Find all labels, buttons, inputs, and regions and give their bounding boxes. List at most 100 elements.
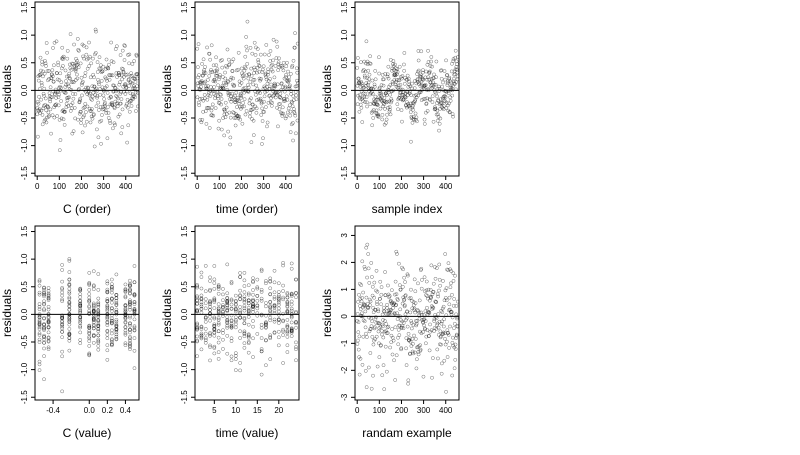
data-point bbox=[393, 279, 398, 284]
data-point bbox=[225, 87, 230, 92]
data-point bbox=[197, 103, 202, 108]
data-point bbox=[203, 319, 208, 324]
data-point bbox=[288, 83, 292, 88]
data-point bbox=[295, 41, 299, 46]
data-point bbox=[253, 67, 257, 72]
data-point bbox=[251, 310, 255, 314]
data-point bbox=[443, 89, 448, 93]
data-point bbox=[363, 83, 368, 88]
data-point bbox=[50, 68, 55, 73]
data-point bbox=[90, 94, 95, 99]
data-point bbox=[219, 102, 223, 107]
y-tick-label: -1.0 bbox=[180, 362, 189, 376]
data-point bbox=[400, 284, 405, 289]
data-point bbox=[67, 331, 72, 336]
data-point bbox=[55, 114, 60, 118]
data-point bbox=[434, 266, 439, 270]
data-point bbox=[51, 79, 56, 84]
data-point bbox=[434, 300, 439, 304]
data-point bbox=[46, 298, 51, 302]
x-tick-label: 100 bbox=[213, 182, 227, 191]
data-point bbox=[396, 107, 400, 112]
data-point bbox=[63, 68, 68, 73]
data-point bbox=[102, 89, 106, 93]
data-point bbox=[290, 100, 295, 105]
data-point bbox=[265, 120, 270, 125]
data-point bbox=[237, 101, 241, 106]
data-point bbox=[246, 333, 251, 338]
data-point bbox=[195, 321, 199, 326]
data-point bbox=[451, 303, 456, 308]
data-point bbox=[443, 336, 447, 341]
data-point bbox=[453, 342, 458, 347]
data-point bbox=[37, 359, 42, 364]
data-point bbox=[202, 93, 207, 97]
data-point bbox=[244, 35, 248, 39]
data-point bbox=[449, 281, 453, 286]
data-point bbox=[451, 279, 456, 283]
data-point bbox=[443, 252, 448, 256]
data-point bbox=[203, 336, 208, 341]
data-point bbox=[80, 93, 84, 98]
data-point bbox=[366, 80, 371, 85]
data-point bbox=[99, 141, 103, 146]
data-point bbox=[362, 304, 367, 308]
data-point bbox=[91, 72, 95, 77]
data-point bbox=[275, 44, 280, 49]
data-point bbox=[77, 48, 81, 53]
data-point bbox=[444, 58, 448, 63]
data-point bbox=[94, 89, 99, 94]
data-point bbox=[264, 321, 268, 326]
data-point bbox=[290, 121, 295, 125]
data-point bbox=[424, 101, 429, 106]
data-point bbox=[250, 102, 255, 107]
data-point bbox=[223, 70, 227, 75]
data-point bbox=[428, 98, 432, 102]
data-point bbox=[221, 116, 225, 120]
data-point bbox=[289, 327, 294, 332]
data-point bbox=[261, 64, 266, 69]
data-point bbox=[268, 292, 273, 297]
data-point bbox=[292, 107, 296, 111]
data-point bbox=[60, 322, 64, 327]
data-point bbox=[262, 94, 267, 99]
data-point bbox=[59, 99, 63, 103]
data-point bbox=[272, 280, 277, 285]
data-point bbox=[421, 77, 426, 82]
data-point bbox=[380, 72, 385, 77]
y-tick-label: -0.5 bbox=[340, 111, 349, 125]
data-point bbox=[46, 339, 51, 344]
data-point bbox=[373, 77, 378, 82]
data-point bbox=[132, 292, 137, 297]
data-point bbox=[356, 330, 361, 335]
data-point bbox=[435, 323, 439, 327]
data-point bbox=[210, 105, 214, 110]
data-point bbox=[37, 321, 42, 325]
data-point bbox=[429, 59, 433, 64]
data-point bbox=[105, 297, 110, 301]
data-point bbox=[96, 339, 101, 344]
data-point bbox=[253, 53, 258, 57]
data-point bbox=[74, 60, 79, 65]
data-point bbox=[67, 304, 72, 308]
data-point bbox=[231, 110, 235, 115]
data-point bbox=[96, 303, 101, 307]
data-point bbox=[64, 101, 69, 106]
data-point bbox=[135, 72, 139, 77]
data-point bbox=[134, 72, 138, 77]
data-point bbox=[128, 91, 133, 96]
data-point bbox=[95, 70, 100, 74]
data-point bbox=[225, 323, 230, 328]
data-point bbox=[59, 116, 64, 121]
data-point bbox=[442, 317, 446, 322]
data-point bbox=[46, 293, 51, 297]
data-point bbox=[63, 91, 68, 95]
data-point bbox=[264, 75, 268, 79]
data-point bbox=[355, 66, 360, 70]
data-point bbox=[64, 79, 68, 83]
data-point bbox=[106, 111, 111, 115]
data-point bbox=[212, 315, 217, 320]
data-point bbox=[87, 292, 92, 296]
data-point bbox=[204, 122, 209, 126]
data-point bbox=[58, 71, 63, 76]
